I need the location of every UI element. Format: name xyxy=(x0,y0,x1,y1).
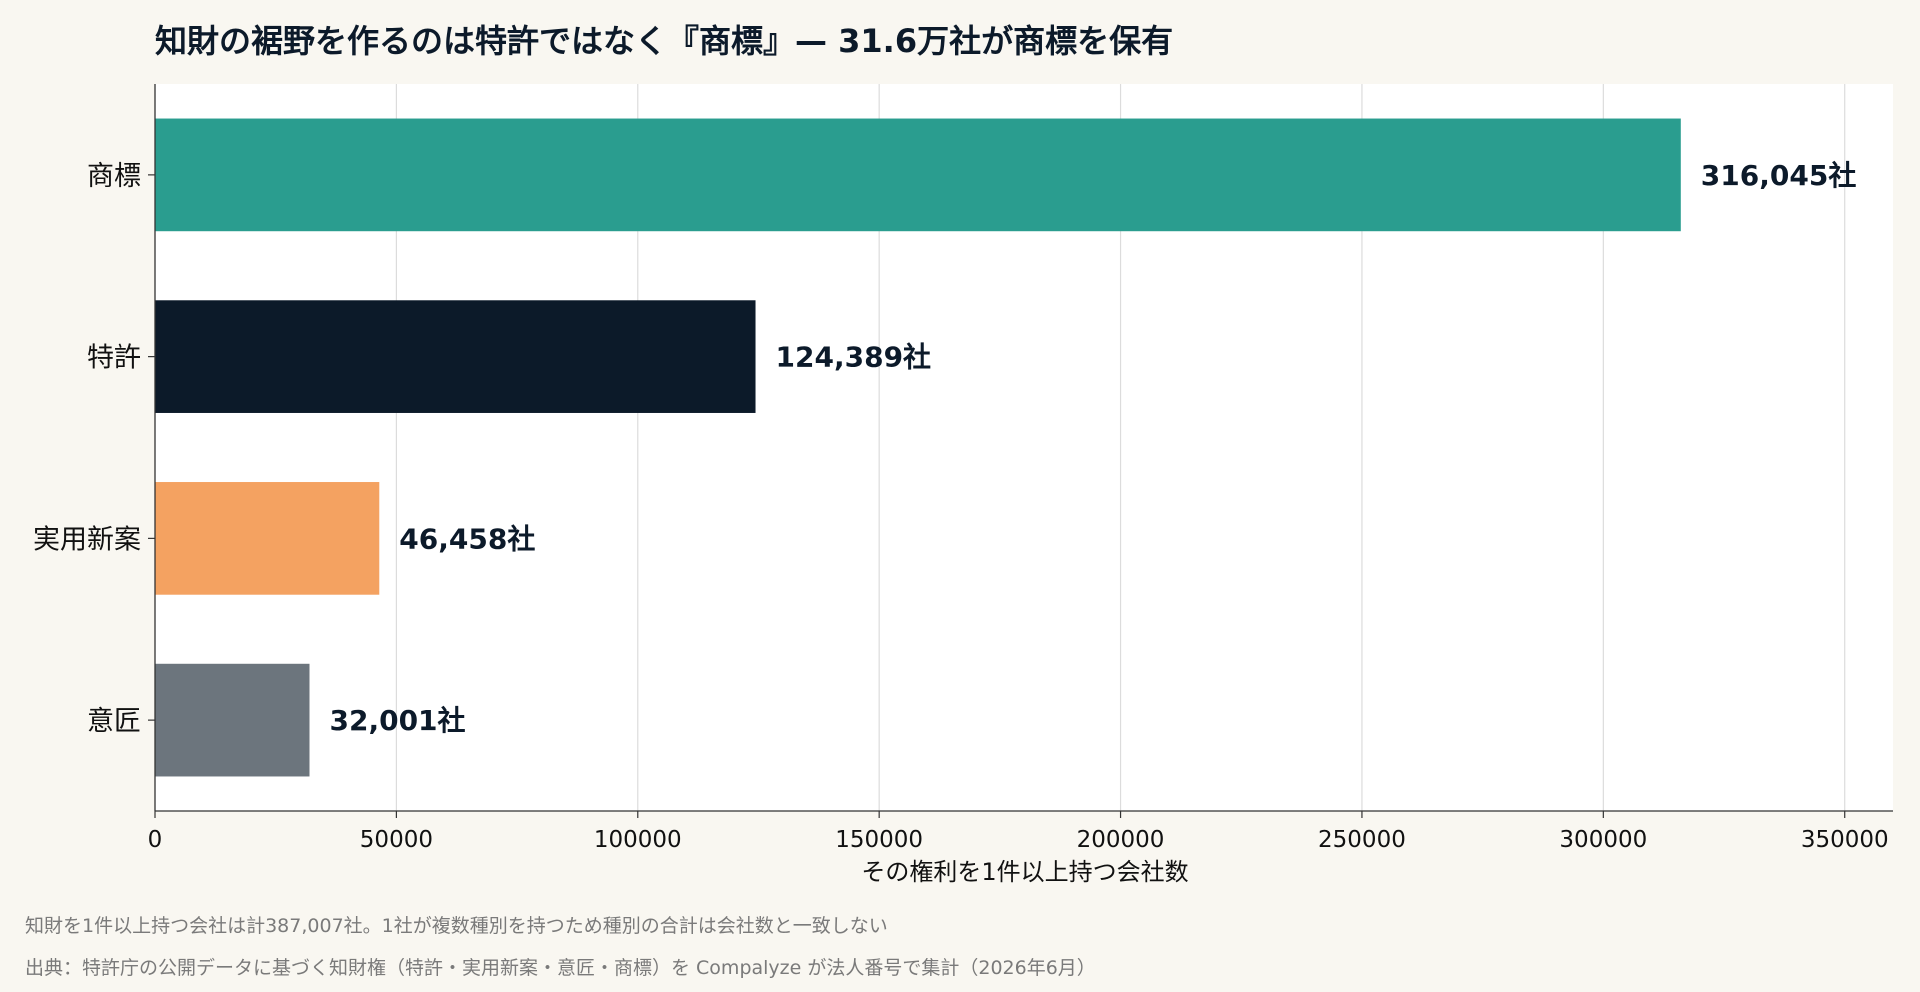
bar xyxy=(155,482,380,595)
category-label: 商標 xyxy=(87,161,141,192)
x-tick-label: 100000 xyxy=(594,827,682,853)
x-axis-title: その権利を1件以上持つ会社数 xyxy=(861,858,1188,886)
value-labels: 316,045社 124,389社 46,458社 32,001社 xyxy=(329,159,1856,737)
x-tick-label: 200000 xyxy=(1077,827,1165,853)
x-tick-label: 150000 xyxy=(835,827,923,853)
x-tick-label: 350000 xyxy=(1801,827,1889,853)
bar xyxy=(155,118,1681,232)
x-tick-label: 300000 xyxy=(1559,827,1647,853)
value-label: 124,389社 xyxy=(776,341,932,374)
x-axis-ticks: 0 50000 100000 150000 200000 250000 300000 3500… xyxy=(148,811,1889,853)
category-label: 実用新案 xyxy=(33,524,141,555)
x-tick-label: 50000 xyxy=(360,827,433,853)
value-label: 46,458社 xyxy=(399,522,535,555)
x-tick-label: 250000 xyxy=(1318,827,1406,853)
bar xyxy=(155,663,310,777)
chart-title: 知財の裾野を作るのは特許ではなく『商標』— 31.6万社が商標を保有 xyxy=(155,22,1173,60)
x-tick-label: 0 xyxy=(148,827,163,853)
category-label: 意匠 xyxy=(87,706,141,737)
footnote: 知財を1件以上持つ会社は計387,007社。1社が複数種別を持つため種別の合計は… xyxy=(25,915,888,937)
category-label: 特許 xyxy=(87,343,141,374)
source-note: 出典：特許庁の公開データに基づく知財権（特許・実用新案・意匠・商標）を Comp… xyxy=(25,957,1096,979)
value-label: 316,045社 xyxy=(1701,159,1857,192)
value-label: 32,001社 xyxy=(329,704,465,737)
bars xyxy=(155,118,1681,777)
bar xyxy=(155,300,756,413)
